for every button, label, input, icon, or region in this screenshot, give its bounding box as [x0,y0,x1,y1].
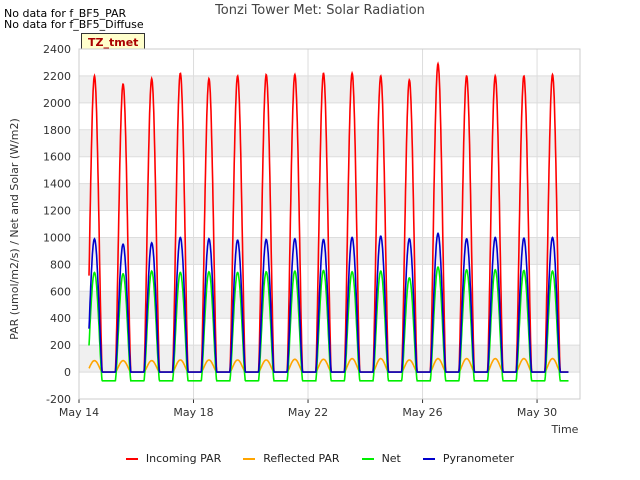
x-tick-label: May 26 [402,406,442,419]
legend-item-reflected-par: Reflected PAR [243,452,340,465]
legend-swatch [422,457,435,460]
grid-band [79,210,580,238]
y-tick-label: 0 [64,366,71,379]
y-tick-label: 1800 [43,124,71,137]
grid-band [79,372,580,399]
grid-band [79,183,580,211]
legend-label: Incoming PAR [145,452,222,465]
grid-band [79,75,580,103]
grid-band [79,129,580,157]
x-axis-label: Time [551,423,579,436]
y-tick-label: 1600 [43,151,71,164]
y-tick-label: -200 [46,393,71,406]
y-tick-label: 600 [50,285,71,298]
x-tick-label: May 18 [173,406,213,419]
y-tick-label: 400 [50,312,71,325]
no-data-note-bf5-par: No data for f_BF5_PAR [4,7,127,20]
x-tick-label: May 22 [288,406,328,419]
legend-swatch [361,457,374,460]
chart-title: Tonzi Tower Met: Solar Radiation [215,3,425,18]
legend-swatch [243,457,256,460]
legend: Incoming PAR Reflected PAR Net Pyranometer [0,452,640,465]
legend-label: Net [381,452,401,465]
legend-item-net: Net [361,452,401,465]
legend-item-incoming-par: Incoming PAR [125,452,222,465]
y-tick-label: 2400 [43,43,71,56]
y-tick-label: 2200 [43,70,71,83]
no-data-note-bf5-diffuse: No data for f_BF5_Diffuse [4,18,144,31]
y-tick-label: 1400 [43,178,71,191]
series-line-pyranometer [88,232,569,373]
y-tick-label: 800 [50,258,71,271]
legend-swatch [125,457,138,460]
y-tick-label: 1000 [43,231,71,244]
y-axis-label: PAR (umol/m2/s) / Net and Solar (W/m2) [8,118,21,340]
legend-label: Pyranometer [442,452,515,465]
y-tick-label: 2000 [43,97,71,110]
grid-band [79,49,580,76]
x-tick-label: May 30 [517,406,557,419]
y-tick-label: 1200 [43,205,71,218]
grid-band [79,156,580,184]
y-tick-label: 200 [50,339,71,352]
legend-label: Reflected PAR [263,452,340,465]
x-tick-label: May 14 [59,406,99,419]
plot-frame [78,48,581,400]
site-badge: TZ_tmet [81,33,146,51]
legend-item-pyranometer: Pyranometer [422,452,515,465]
